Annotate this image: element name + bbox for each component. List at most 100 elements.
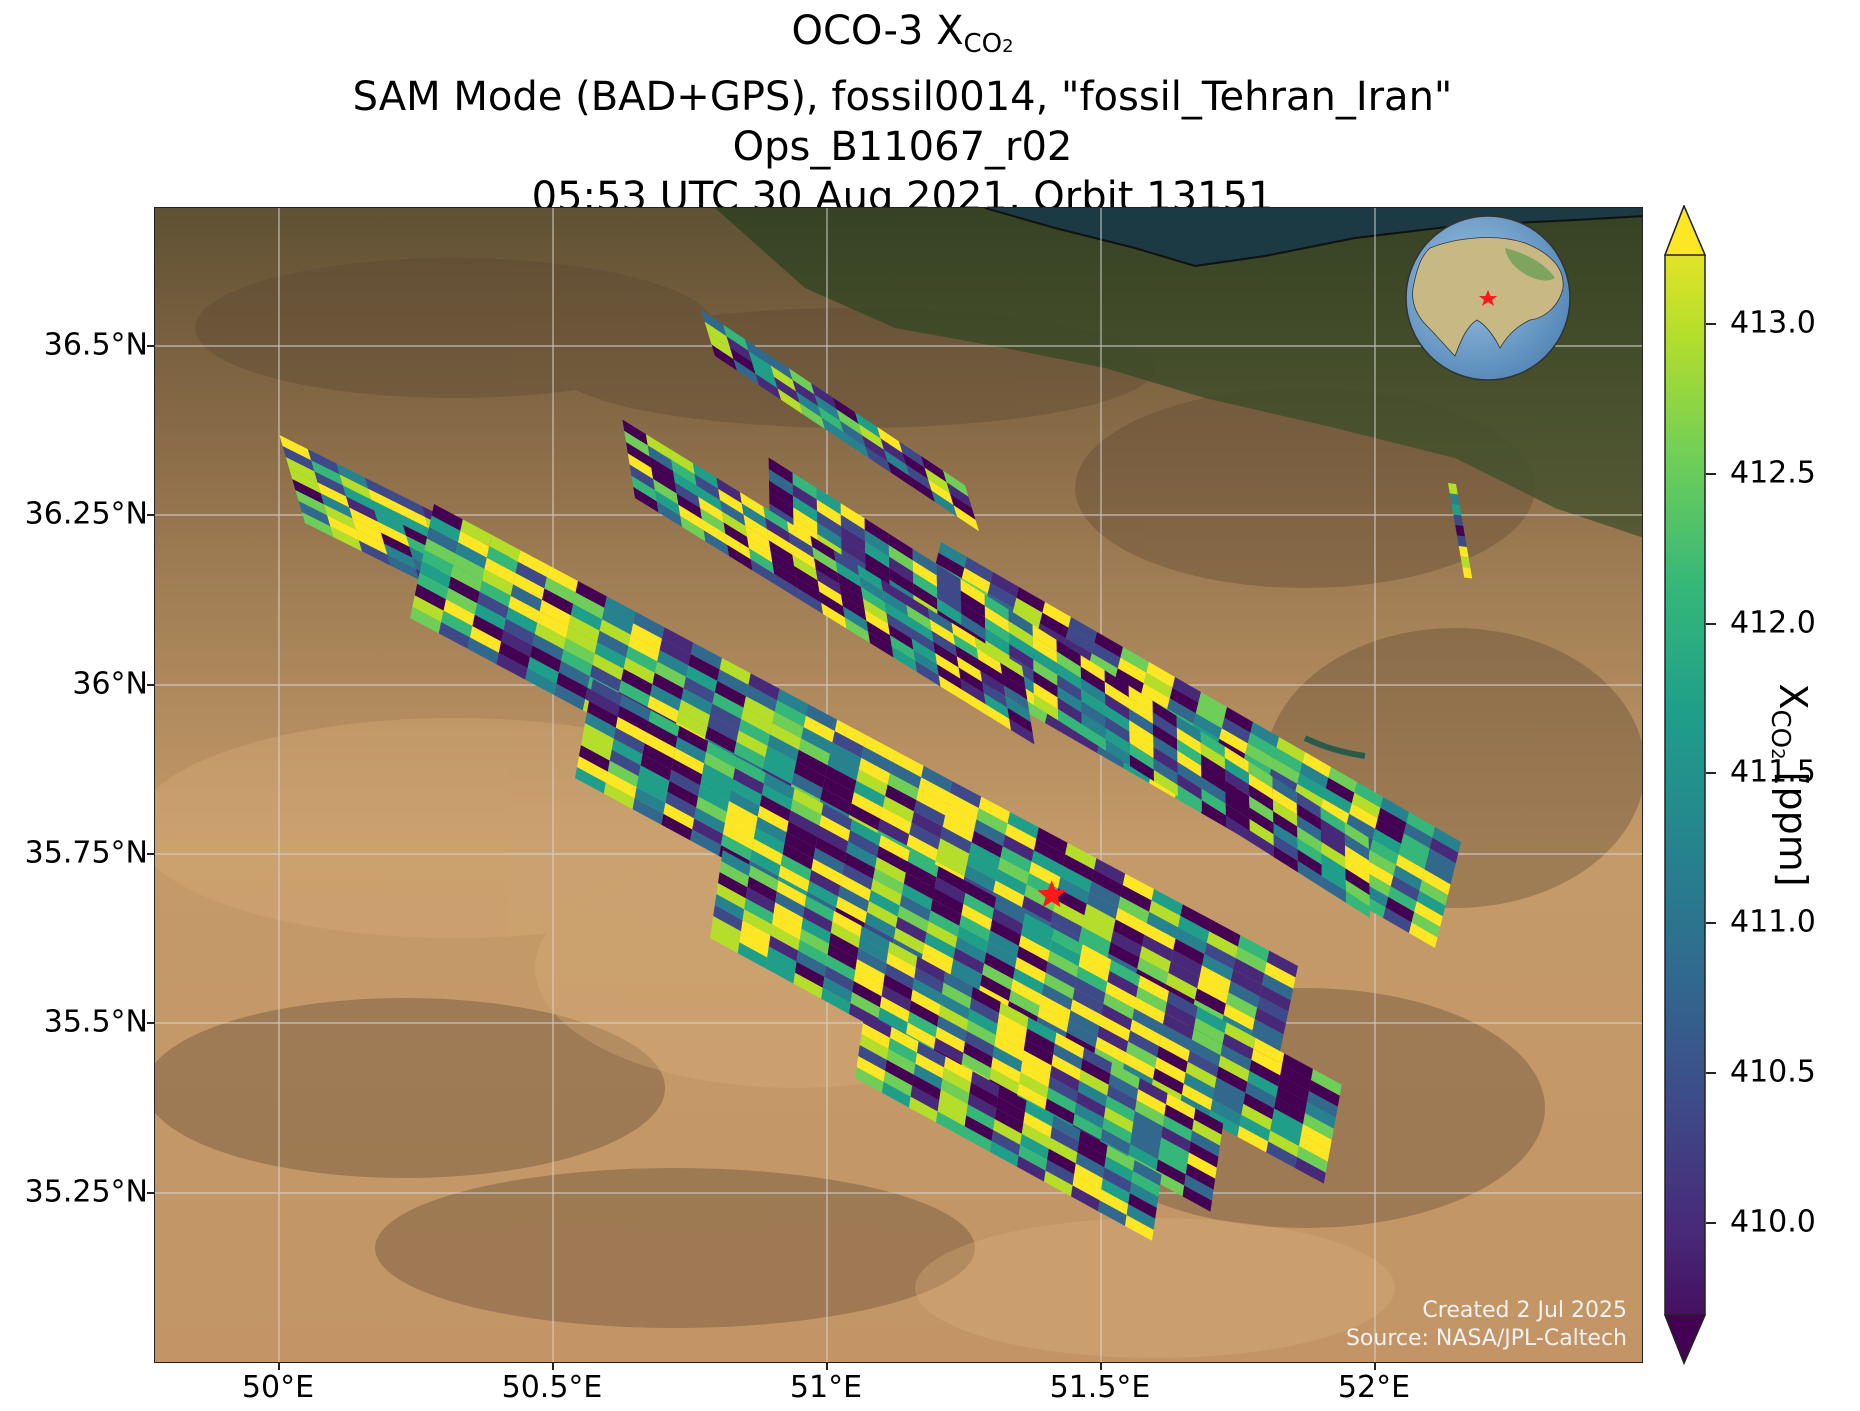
xco2-pixel (417, 572, 449, 600)
xco2-pixel (792, 472, 817, 500)
xco2-pixel (922, 943, 954, 970)
xco2-pixel (796, 749, 828, 777)
xco2-pixel (807, 880, 839, 908)
xco2-pixel (1134, 997, 1165, 1024)
xco2-pixel (765, 745, 797, 773)
xco2-pixel (869, 890, 900, 917)
xco2-pixel (1427, 848, 1456, 874)
xco2-pixel (438, 622, 470, 649)
xco2-pixel (854, 780, 886, 808)
xco2-pixel (1190, 1130, 1220, 1157)
xco2-pixel (887, 461, 913, 488)
xco2-pixel (888, 941, 918, 968)
xco2-pixel (1078, 955, 1110, 982)
xco2-pixel (1165, 1002, 1196, 1029)
xco2-pixel (903, 872, 935, 900)
xco2-pixel (1081, 712, 1106, 740)
xco2-pixel (1220, 1044, 1252, 1071)
xco2-pixel (817, 522, 842, 550)
xco2-pixel (755, 816, 787, 844)
xco2-pixel (891, 646, 917, 672)
xco2-pixel (993, 880, 1025, 908)
xco2-pixel (1247, 1070, 1279, 1098)
xco2-pixel (1192, 1119, 1222, 1146)
xco2-pixel (1037, 1005, 1069, 1033)
globe-greenland-vegetation (1505, 248, 1555, 281)
xco2-pixel (1104, 1156, 1133, 1182)
xco2-pixel (793, 972, 823, 999)
xco2-pixel (1016, 587, 1045, 613)
xco2-pixel (455, 542, 487, 569)
xco2-pixel (842, 863, 873, 890)
xco2-pixel (907, 850, 939, 878)
xco2-pixel (1228, 980, 1260, 1008)
xco2-pixel (1051, 1054, 1081, 1081)
xco2-pixel (1321, 853, 1346, 880)
xco2-pixel (1166, 1093, 1196, 1120)
ytick-36-25 (147, 514, 154, 516)
xco2-pixel (642, 743, 674, 770)
xco2-pixel (1039, 612, 1069, 639)
xco2-pixel (841, 526, 866, 553)
xco2-pixel (1138, 975, 1169, 1002)
xco2-pixel (840, 514, 865, 542)
xco2-pixel (1057, 697, 1082, 725)
xco2-pixel (1201, 800, 1226, 827)
xco2-pixel (1243, 1092, 1275, 1120)
xco2-pixel (327, 515, 359, 541)
xco2-pixel (1307, 1091, 1338, 1118)
xco2-pixel (1099, 1189, 1129, 1215)
xco2-pixel (742, 909, 772, 936)
xco2-pixel (1345, 845, 1370, 872)
xco2-pixel (1065, 842, 1097, 870)
xco2-pixel (816, 499, 841, 527)
colorbar-label-412-0: 412.0 (1730, 605, 1816, 641)
xco2-pixel (747, 876, 777, 903)
xco2-pixel (963, 892, 995, 920)
xco2-pixel (1052, 1115, 1081, 1142)
xco2-pixel (1251, 1048, 1283, 1076)
xco2-pixel (909, 1096, 938, 1123)
xco2-pixel (1062, 854, 1094, 881)
xco2-pixel (927, 608, 954, 634)
xco2-pixel (1097, 1025, 1129, 1053)
xco2-pixel (749, 849, 781, 877)
xco2-pixel (1278, 1075, 1309, 1102)
xco2-pixel (921, 765, 953, 793)
xco2-pixel (575, 581, 607, 608)
xco2-pixel (1033, 682, 1058, 709)
xco2-pixel (1403, 822, 1433, 849)
xco2-pixel (1142, 934, 1174, 962)
xco2-pixel (1272, 776, 1297, 804)
xco2-pixel (822, 976, 853, 1003)
xco2-pixel (1002, 674, 1028, 700)
xco2-pixel (1222, 1033, 1254, 1060)
xco2-pixel (669, 769, 701, 797)
xco2-pixel (825, 765, 857, 792)
xco2-pixel (857, 564, 883, 591)
xco2-pixel (757, 805, 789, 833)
xco2-pixel (1221, 717, 1251, 744)
xco2-pixel (419, 561, 451, 588)
xco2-pixel (1020, 1133, 1049, 1160)
xco2-pixel (821, 803, 853, 831)
xco2-pixel (604, 596, 636, 624)
xco2-pixel (1409, 922, 1438, 948)
xco2-pixel (431, 504, 463, 531)
xco2-pixel (721, 511, 748, 537)
xco2-pixel (1372, 828, 1402, 855)
xco2-pixel (865, 541, 890, 568)
xco2-pixel (743, 696, 775, 723)
xco2-pixel (292, 479, 324, 505)
xco2-pixel (1239, 1114, 1271, 1142)
xco2-pixel (753, 827, 785, 855)
xco2-pixel (1320, 818, 1345, 846)
xco2-pixel (1295, 1157, 1326, 1184)
xco2-pixel (866, 620, 892, 647)
xco2-pixel (890, 1026, 919, 1053)
xco2-pixel (700, 774, 731, 801)
xco2-pixel (486, 546, 518, 573)
xco2-pixel (563, 638, 595, 665)
xco2-pixel (1237, 1125, 1269, 1153)
figure-title: OCO-3 XCO2 SAM Mode (BAD+GPS), fossil001… (155, 6, 1650, 222)
